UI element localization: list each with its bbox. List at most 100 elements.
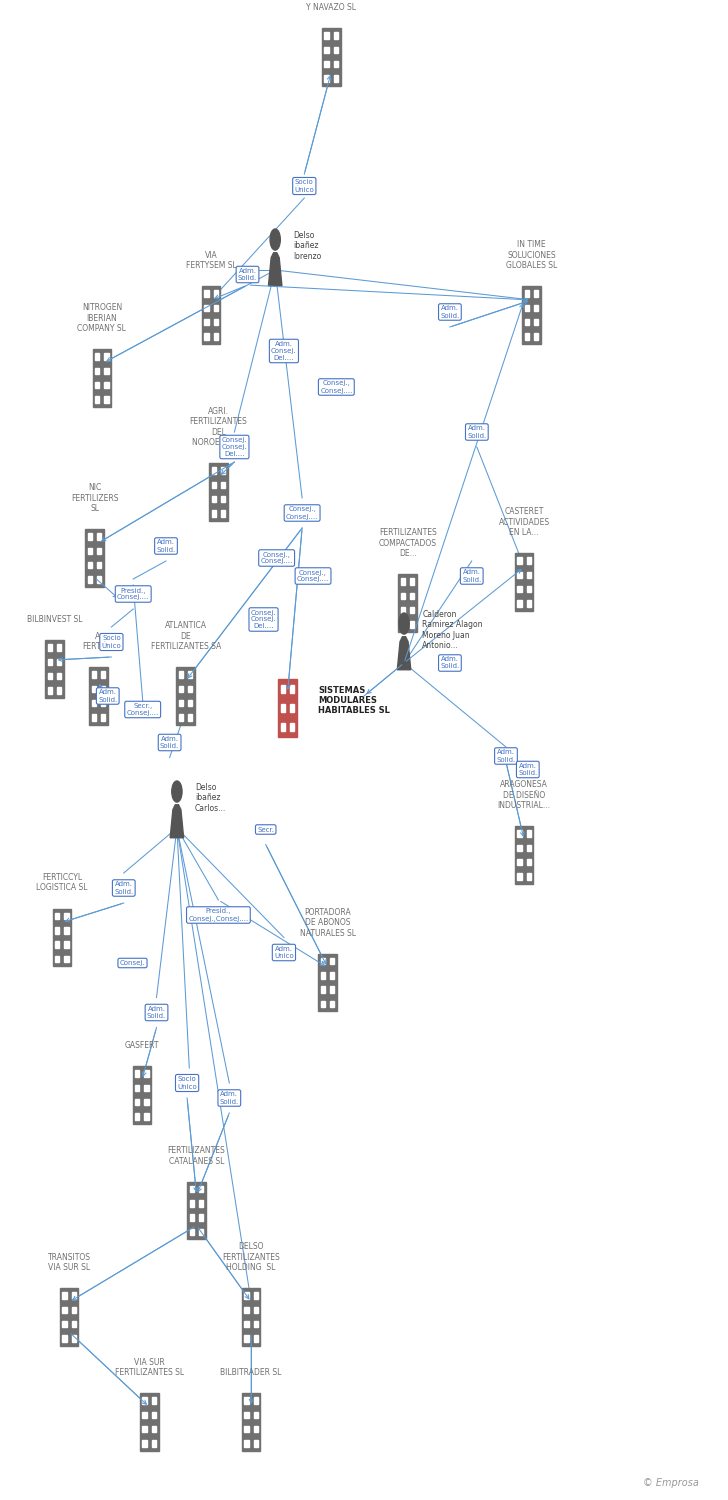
FancyBboxPatch shape	[92, 714, 96, 722]
Text: Adm.
Solid.: Adm. Solid.	[440, 657, 459, 669]
Text: Delso
ibañez
Carlos...: Delso ibañez Carlos...	[195, 783, 226, 813]
FancyBboxPatch shape	[104, 368, 108, 374]
FancyBboxPatch shape	[100, 714, 105, 722]
FancyBboxPatch shape	[144, 1070, 149, 1077]
FancyBboxPatch shape	[188, 686, 192, 692]
Text: Consej.,
Consej....: Consej., Consej....	[286, 507, 318, 519]
FancyBboxPatch shape	[97, 532, 101, 540]
Text: IN TIME
SOLUCIONES
GLOBALES SL: IN TIME SOLUCIONES GLOBALES SL	[506, 240, 557, 270]
Text: Presid.,
Consej.,Consej....: Presid., Consej.,Consej....	[189, 909, 248, 921]
FancyBboxPatch shape	[71, 1292, 76, 1299]
FancyBboxPatch shape	[64, 956, 68, 963]
Text: DELSO
FERTILIZANTES
HOLDING  SL: DELSO FERTILIZANTES HOLDING SL	[222, 1242, 280, 1272]
FancyBboxPatch shape	[55, 942, 60, 948]
FancyBboxPatch shape	[333, 32, 338, 39]
FancyBboxPatch shape	[321, 987, 325, 993]
FancyBboxPatch shape	[143, 1426, 147, 1432]
Text: VIA
FERTYSEM SL: VIA FERTYSEM SL	[186, 251, 237, 270]
FancyBboxPatch shape	[526, 556, 531, 564]
FancyBboxPatch shape	[518, 572, 522, 578]
FancyBboxPatch shape	[143, 1412, 147, 1418]
Text: Adm.
Solid.: Adm. Solid.	[440, 306, 459, 318]
FancyBboxPatch shape	[325, 46, 329, 53]
FancyBboxPatch shape	[398, 574, 417, 632]
FancyBboxPatch shape	[526, 600, 531, 608]
FancyBboxPatch shape	[45, 640, 64, 698]
FancyBboxPatch shape	[205, 333, 209, 340]
FancyBboxPatch shape	[92, 686, 96, 692]
FancyBboxPatch shape	[187, 1182, 206, 1239]
Text: Calderon
Ramirez Alagon
Moreno Juan
Antonio...: Calderon Ramirez Alagon Moreno Juan Anto…	[422, 610, 483, 650]
FancyBboxPatch shape	[151, 1440, 156, 1448]
FancyBboxPatch shape	[63, 1335, 67, 1342]
FancyBboxPatch shape	[333, 62, 338, 68]
FancyBboxPatch shape	[221, 466, 225, 474]
FancyBboxPatch shape	[95, 352, 100, 360]
FancyBboxPatch shape	[143, 1440, 147, 1448]
FancyBboxPatch shape	[48, 687, 52, 694]
FancyBboxPatch shape	[190, 1200, 194, 1206]
FancyBboxPatch shape	[205, 320, 209, 326]
Text: Adm.
Solid.: Adm. Solid.	[238, 268, 257, 280]
FancyBboxPatch shape	[213, 333, 218, 340]
FancyBboxPatch shape	[190, 1185, 194, 1192]
FancyBboxPatch shape	[151, 1426, 156, 1432]
FancyBboxPatch shape	[144, 1084, 149, 1090]
FancyBboxPatch shape	[55, 927, 60, 933]
FancyBboxPatch shape	[290, 723, 294, 732]
FancyBboxPatch shape	[48, 674, 52, 680]
FancyBboxPatch shape	[525, 320, 529, 326]
Text: FERTILIZANTES
CATALANES SL: FERTILIZANTES CATALANES SL	[167, 1146, 226, 1166]
FancyBboxPatch shape	[410, 621, 414, 628]
FancyBboxPatch shape	[221, 482, 225, 488]
Text: Adm.
Solid.: Adm. Solid.	[496, 750, 515, 762]
Text: Socio
Único: Socio Único	[101, 634, 122, 650]
Text: VIA SUR
FERTILIZANTES SL: VIA SUR FERTILIZANTES SL	[115, 1358, 183, 1377]
FancyBboxPatch shape	[330, 957, 334, 964]
FancyBboxPatch shape	[63, 1306, 67, 1312]
FancyBboxPatch shape	[330, 1000, 334, 1008]
FancyBboxPatch shape	[176, 668, 195, 724]
FancyBboxPatch shape	[85, 530, 104, 586]
FancyBboxPatch shape	[518, 859, 522, 865]
FancyBboxPatch shape	[144, 1113, 149, 1120]
FancyBboxPatch shape	[526, 830, 531, 837]
FancyBboxPatch shape	[104, 396, 108, 404]
FancyBboxPatch shape	[212, 510, 216, 518]
FancyBboxPatch shape	[179, 700, 183, 706]
Text: Socio
Único: Socio Único	[294, 178, 314, 194]
Text: Adm.
Solid.: Adm. Solid.	[157, 540, 175, 552]
FancyBboxPatch shape	[245, 1335, 249, 1342]
FancyBboxPatch shape	[518, 844, 522, 850]
FancyBboxPatch shape	[322, 28, 341, 86]
FancyBboxPatch shape	[534, 320, 538, 326]
FancyBboxPatch shape	[63, 1292, 67, 1299]
Text: BILBINVEST SL: BILBINVEST SL	[27, 615, 82, 624]
Text: FERTILIZANTES
COMPACTADOS
DE...: FERTILIZANTES COMPACTADOS DE...	[379, 528, 437, 558]
Text: Socio
Único: Socio Único	[177, 1076, 197, 1090]
FancyBboxPatch shape	[64, 927, 68, 933]
FancyBboxPatch shape	[245, 1412, 249, 1418]
FancyBboxPatch shape	[410, 592, 414, 598]
FancyBboxPatch shape	[135, 1113, 140, 1120]
FancyBboxPatch shape	[245, 1426, 249, 1432]
FancyBboxPatch shape	[253, 1335, 258, 1342]
FancyBboxPatch shape	[281, 723, 285, 732]
FancyBboxPatch shape	[534, 290, 538, 297]
FancyBboxPatch shape	[325, 62, 329, 68]
Text: Consej.: Consej.	[119, 960, 146, 966]
FancyBboxPatch shape	[253, 1412, 258, 1418]
FancyBboxPatch shape	[518, 600, 522, 608]
Circle shape	[172, 782, 182, 802]
Text: Presid.,
Consej....: Presid., Consej....	[117, 588, 149, 600]
Text: Consej.,
Consej....: Consej., Consej....	[261, 552, 293, 564]
FancyBboxPatch shape	[526, 844, 531, 850]
FancyBboxPatch shape	[281, 684, 285, 693]
Text: Delso
ibañez
lorenzo: Delso ibañez lorenzo	[293, 231, 322, 261]
FancyBboxPatch shape	[330, 987, 334, 993]
FancyBboxPatch shape	[321, 972, 325, 978]
FancyBboxPatch shape	[321, 957, 325, 964]
Text: Adm.
Unico: Adm. Unico	[274, 946, 294, 958]
FancyBboxPatch shape	[179, 686, 183, 692]
FancyBboxPatch shape	[92, 350, 111, 406]
